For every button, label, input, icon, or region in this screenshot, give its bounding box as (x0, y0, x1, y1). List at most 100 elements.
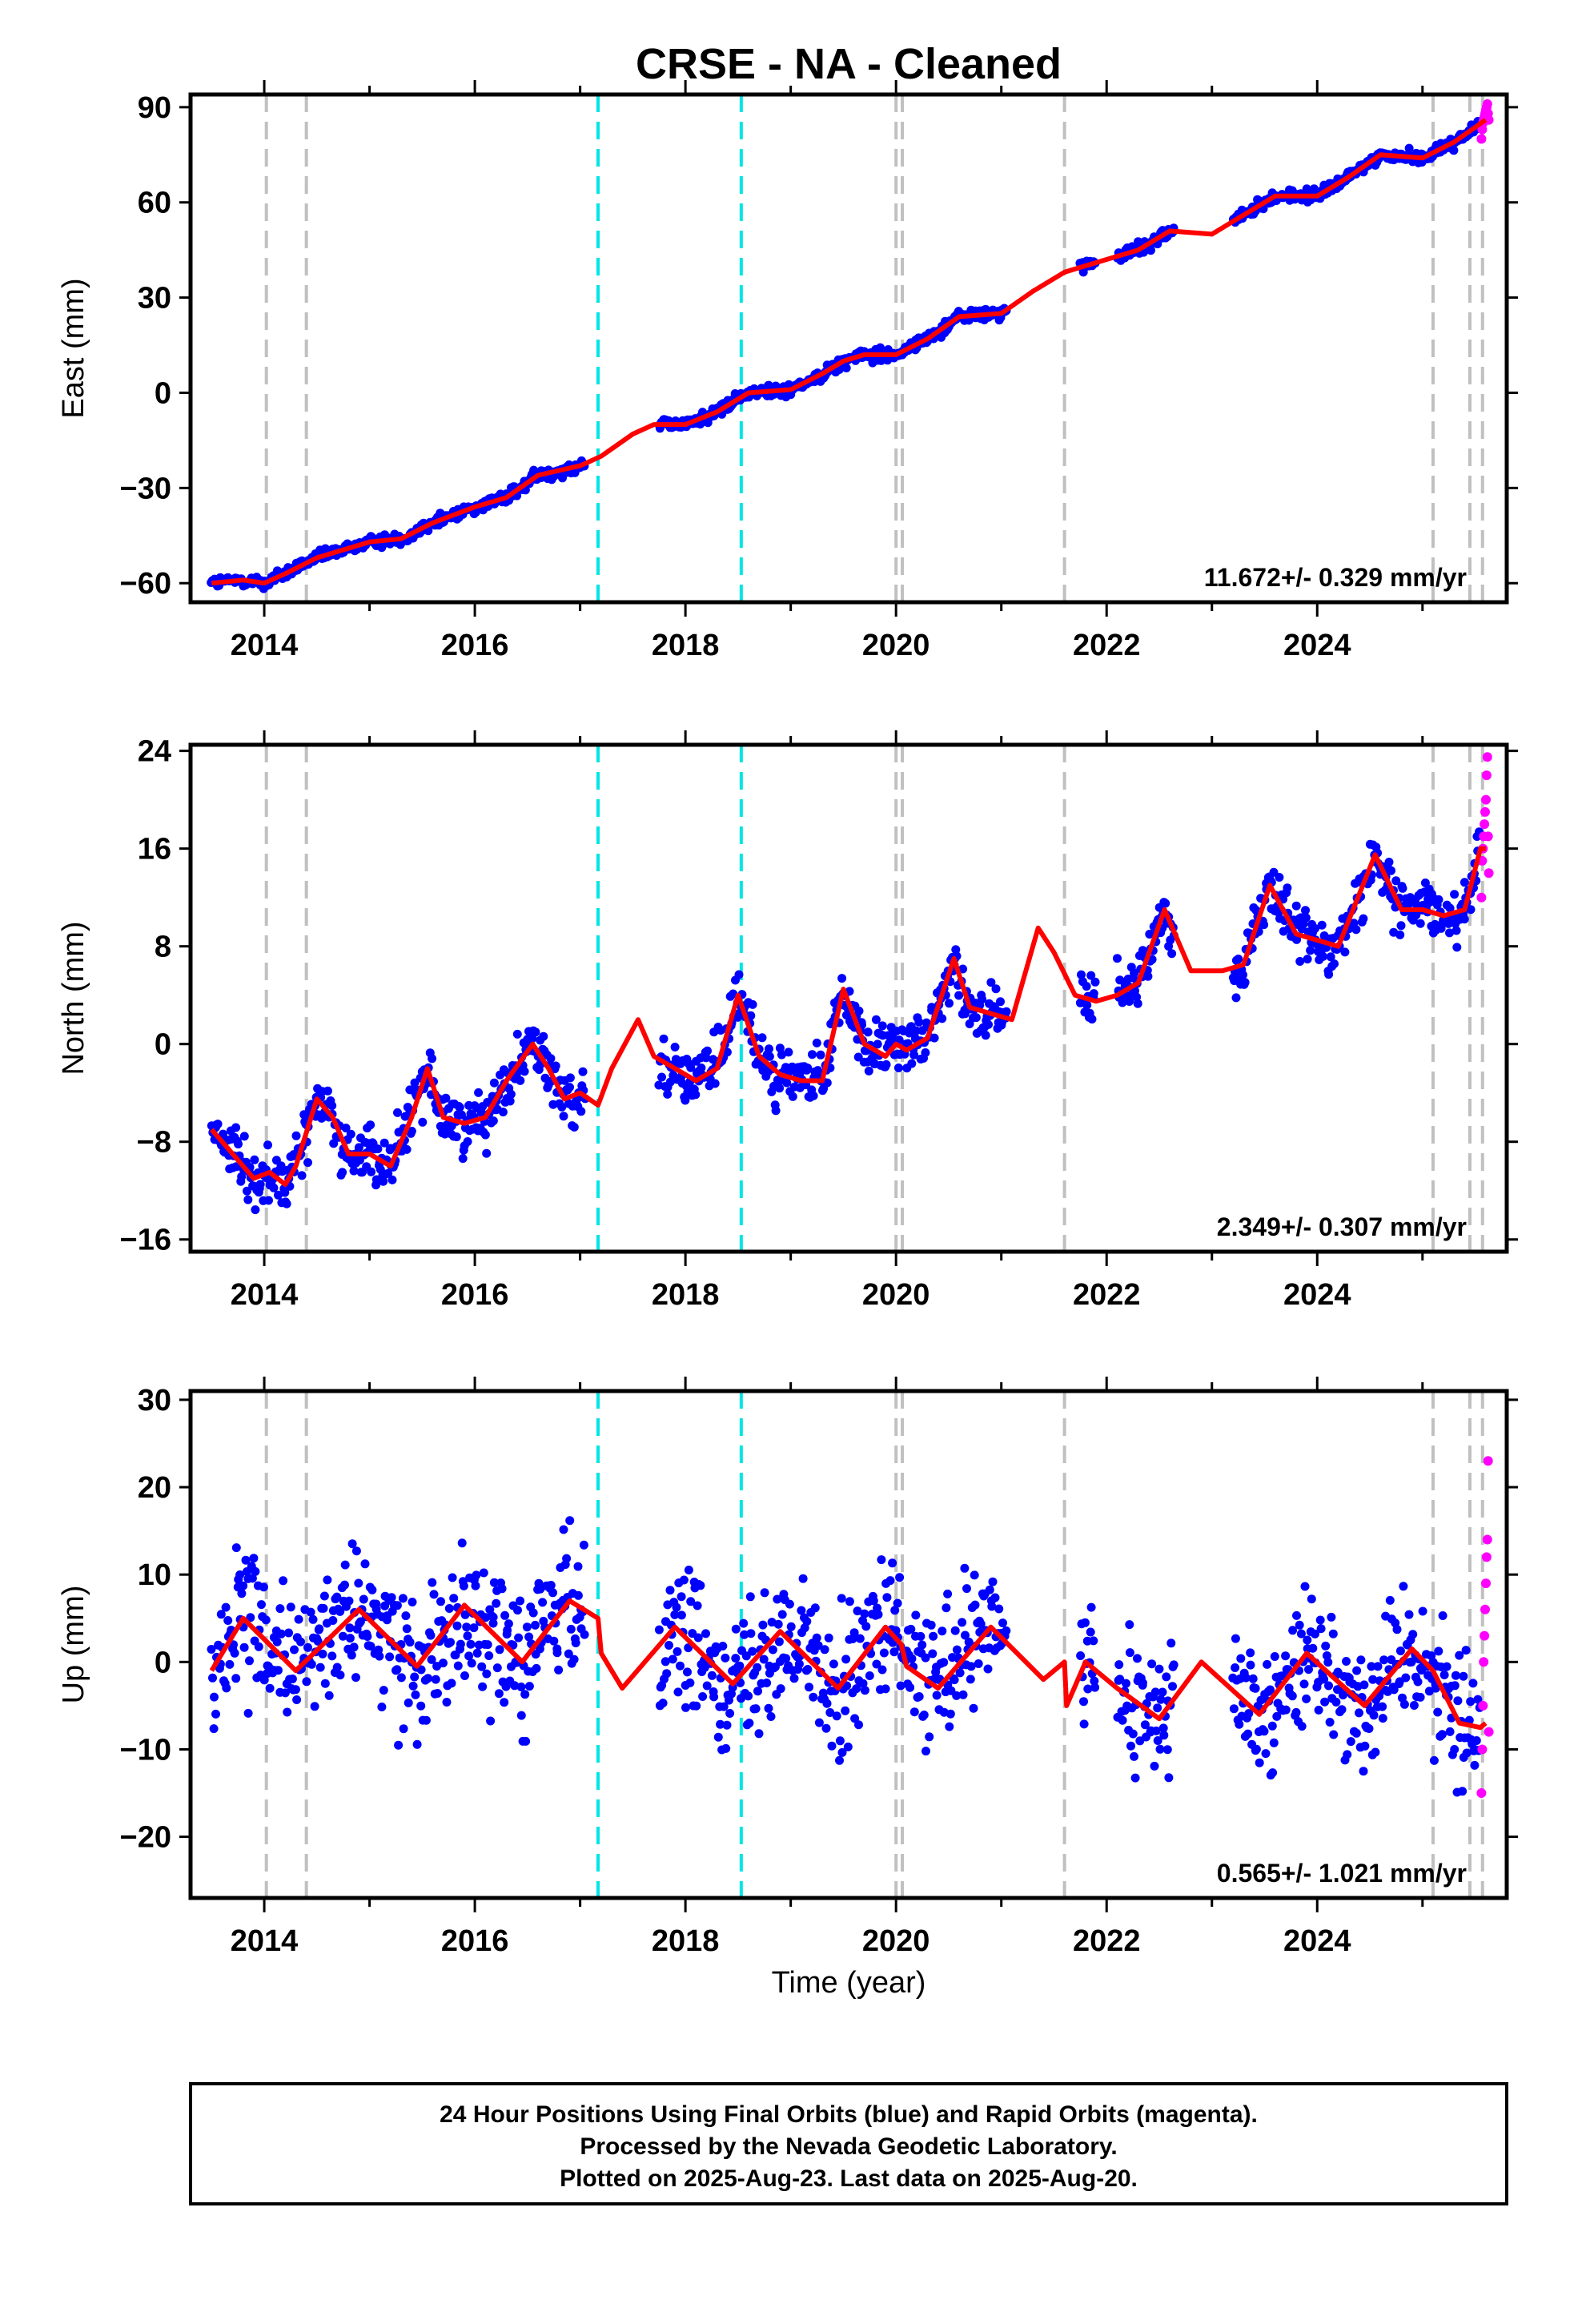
north-y-tick-label: 0 (155, 1028, 171, 1062)
up-final-point (865, 1671, 874, 1680)
up-final-point (223, 1616, 233, 1625)
north-final-point (701, 1053, 711, 1063)
north-final-point (274, 1190, 283, 1200)
up-final-point (1164, 1773, 1174, 1783)
east-y-tick-label: −30 (120, 472, 171, 505)
north-y-tick-label: −8 (137, 1126, 171, 1160)
up-final-point (323, 1575, 332, 1585)
north-final-point (243, 1186, 251, 1196)
up-final-point (310, 1702, 319, 1711)
up-final-point (950, 1675, 959, 1685)
up-final-point (693, 1633, 703, 1642)
north-final-point (1087, 1015, 1097, 1024)
up-final-point (1327, 1612, 1336, 1622)
up-final-point (1130, 1751, 1138, 1761)
north-final-point (816, 1050, 825, 1059)
up-final-point (319, 1603, 328, 1613)
north-final-point (1143, 971, 1153, 981)
up-final-point (315, 1624, 324, 1634)
north-final-point (1002, 1007, 1011, 1016)
up-final-point (1089, 1636, 1098, 1646)
north-rapid-point (1482, 752, 1492, 762)
up-final-point (284, 1628, 293, 1638)
up-final-point (565, 1516, 575, 1526)
up-final-point (221, 1602, 231, 1612)
up-final-point (1251, 1683, 1260, 1693)
up-final-point (921, 1747, 930, 1756)
up-final-point (961, 1630, 970, 1640)
up-final-point (1153, 1736, 1162, 1745)
up-final-point (290, 1645, 299, 1655)
up-final-point (1288, 1626, 1298, 1635)
up-final-point (998, 1618, 1007, 1628)
east-x-tick-label: 2016 (441, 629, 509, 662)
up-final-point (1263, 1659, 1272, 1669)
up-final-point (375, 1651, 384, 1661)
up-final-point (416, 1701, 426, 1711)
up-final-point (379, 1686, 388, 1695)
north-final-point (657, 1072, 666, 1082)
up-final-point (207, 1645, 216, 1654)
up-final-point (907, 1654, 917, 1663)
up-final-point (964, 1637, 974, 1647)
north-final-point (463, 1137, 472, 1146)
up-final-point (439, 1659, 448, 1668)
up-final-point (869, 1596, 878, 1606)
up-model-line (209, 1598, 1488, 1731)
up-final-point (399, 1724, 408, 1734)
north-final-point (1113, 954, 1122, 963)
up-final-point (307, 1659, 316, 1669)
up-final-point (1114, 1660, 1124, 1670)
up-final-point (872, 1659, 881, 1669)
up-final-point (1433, 1707, 1443, 1717)
north-final-point (488, 1116, 498, 1126)
up-final-point (1378, 1702, 1387, 1711)
north-final-point (921, 1048, 930, 1057)
north-final-point (354, 1143, 363, 1152)
north-final-point (557, 1102, 567, 1112)
up-final-point (479, 1568, 488, 1578)
up-final-point (488, 1612, 498, 1622)
up-final-point (516, 1683, 526, 1691)
up-rapid-point (1480, 1630, 1490, 1641)
up-final-point (1437, 1730, 1447, 1739)
up-final-point (777, 1610, 787, 1619)
up-final-point (988, 1577, 998, 1586)
up-final-point (466, 1639, 476, 1649)
up-final-point (914, 1692, 924, 1701)
up-final-point (1322, 1651, 1331, 1660)
up-final-point (1304, 1665, 1313, 1675)
up-final-point (1439, 1671, 1449, 1679)
north-final-point (1398, 883, 1407, 893)
up-final-point (970, 1600, 980, 1610)
up-final-point (745, 1592, 755, 1602)
up-final-point (392, 1601, 402, 1610)
up-final-point (906, 1624, 916, 1634)
up-y-axis-label: Up (mm) (57, 1586, 90, 1704)
north-final-point (822, 1078, 832, 1088)
up-final-point (785, 1599, 794, 1609)
up-final-point (1166, 1638, 1176, 1648)
north-final-point (909, 1050, 919, 1059)
up-final-point (444, 1604, 454, 1613)
up-final-point (1246, 1660, 1255, 1670)
up-final-point (360, 1559, 370, 1569)
north-final-point (748, 999, 757, 1009)
north-final-point (213, 1120, 223, 1129)
up-final-point (460, 1610, 470, 1619)
north-final-point (1301, 906, 1310, 915)
up-final-point (532, 1663, 541, 1673)
up-final-point (1244, 1709, 1254, 1719)
up-final-point (246, 1613, 255, 1622)
north-final-point (323, 1086, 332, 1096)
up-final-point (837, 1747, 847, 1757)
north-final-point (1324, 970, 1334, 979)
up-final-point (573, 1562, 583, 1571)
north-final-point (812, 1038, 821, 1047)
north-final-point (996, 997, 1005, 1007)
up-final-point (562, 1554, 572, 1563)
up-final-point (896, 1681, 905, 1691)
up-final-point (460, 1671, 469, 1680)
up-final-point (431, 1675, 440, 1684)
north-final-point (489, 1078, 499, 1088)
